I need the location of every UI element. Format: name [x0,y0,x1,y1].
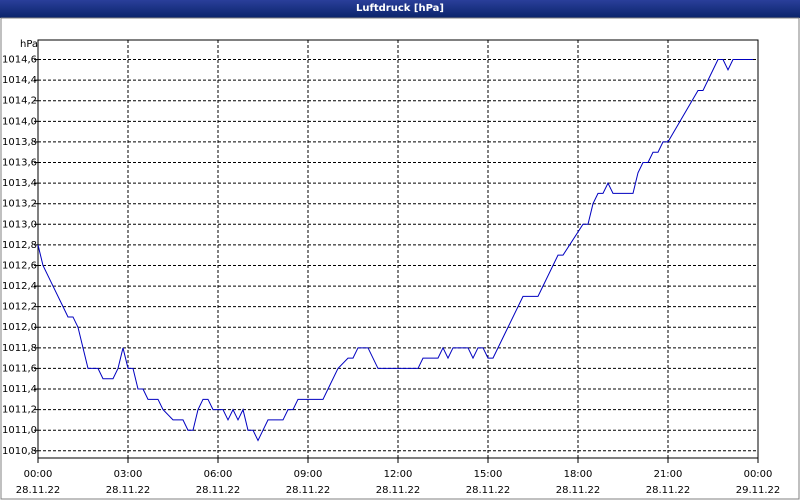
x-tick-label: 18:00 28.11.22 [555,469,601,496]
y-tick-label: 1012,8 [2,240,37,251]
y-tick-label: 1012,2 [2,302,37,313]
x-tick-label: 06:00 28.11.22 [195,469,241,496]
y-tick-label: 1012,4 [2,281,37,292]
line [37,59,753,442]
y-tick-label: 1013,2 [2,199,37,210]
y-tick-label: 1012,6 [2,260,37,271]
y-tick-label: 1011,0 [2,425,37,436]
y-tick-label: 1013,4 [2,178,37,189]
title-bar: Luftdruck [hPa] [0,0,800,18]
x-tick-label: 00:00 29.11.22 [735,469,781,496]
y-tick-label: 1014,0 [2,116,37,127]
x-tick-label: 21:00 28.11.22 [645,469,691,496]
x-tick-label: 15:00 28.11.22 [465,469,511,496]
y-axis-label: hPa [20,39,38,50]
y-tick-label: 1011,8 [2,343,37,354]
y-tick-label: 1013,8 [2,137,37,148]
y-tick-label: 1011,6 [2,363,37,374]
y-tick-label: 1010,8 [2,446,37,457]
y-tick-label: 1014,2 [2,96,37,107]
x-tick-label: 09:00 28.11.22 [285,469,331,496]
y-tick-label: 1014,4 [2,75,37,86]
y-tick-label: 1011,2 [2,405,37,416]
x-tick-label: 12:00 28.11.22 [375,469,421,496]
plot-area [37,39,759,459]
y-tick-label: 1012,0 [2,322,37,333]
frame [0,17,800,500]
x-tick-label: 00:00 28.11.22 [15,469,61,496]
y-tick-label: 1014,6 [2,55,37,66]
y-tick-label: 1013,0 [2,219,37,230]
y-tick-label: 1011,4 [2,384,37,395]
x-tick-label: 03:00 28.11.22 [105,469,151,496]
y-tick-label: 1013,6 [2,158,37,169]
